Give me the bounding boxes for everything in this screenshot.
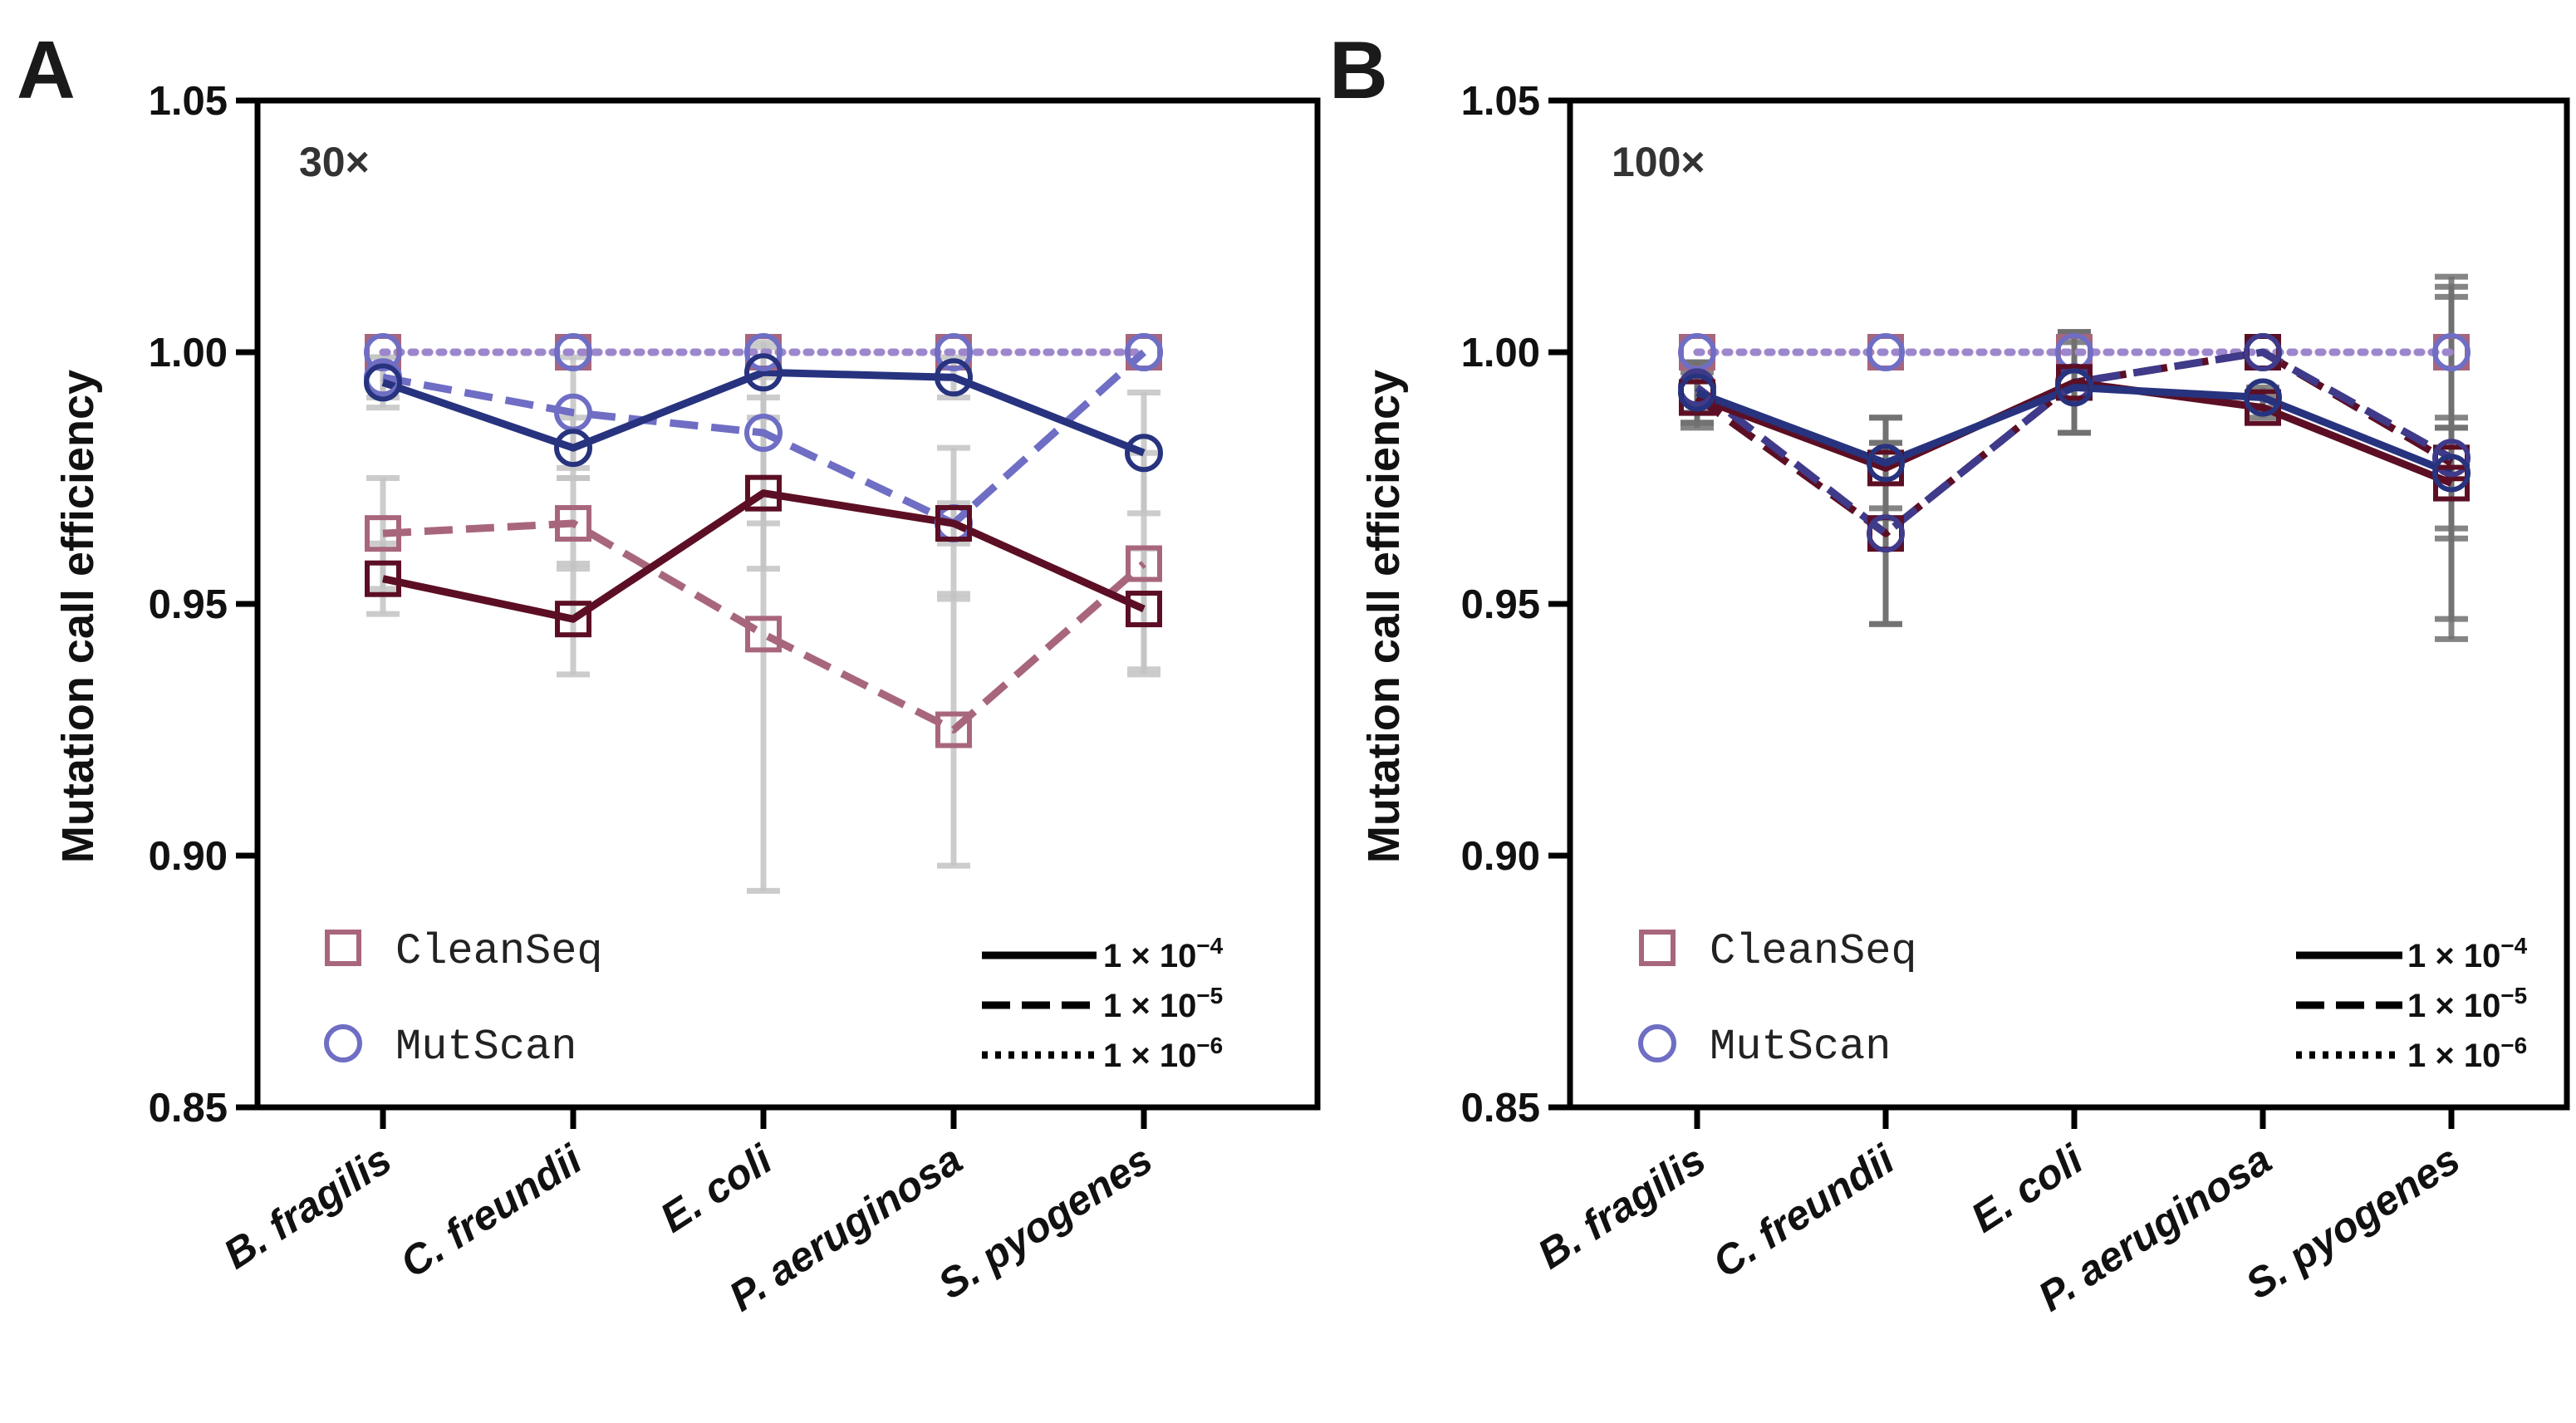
data-point-cleanseq: [365, 515, 401, 552]
data-point-mutscan: [1125, 434, 1163, 473]
data-point-mutscan: [1867, 514, 1905, 553]
panel-a-y-ticks: 0.85 0.90 0.95 1.00 1.05: [149, 79, 258, 1131]
data-point-mutscan: [364, 333, 402, 371]
data-point-cleanseq: [935, 505, 972, 542]
category-label: C. freundii: [392, 1136, 591, 1287]
data-point-cleanseq: [1126, 545, 1162, 582]
data-point-mutscan: [1867, 444, 1905, 483]
series-line-cleanseq-1e-4: [1695, 378, 2453, 487]
legend-rate-1e-5: 1 × 10−5: [1103, 983, 1223, 1024]
panel-b-plot-area: [1678, 273, 2471, 642]
data-point-mutscan: [554, 333, 592, 371]
series-line-mutscan-1e-4: [1695, 383, 2453, 477]
panel-a-y-axis-label: Mutation call efficiency: [53, 370, 103, 863]
legend-cleanseq-label: CleanSeq: [395, 927, 603, 976]
legend-mutscan-marker: [1638, 1024, 1676, 1062]
data-point-cleanseq: [745, 616, 782, 653]
data-point-mutscan: [2244, 378, 2282, 417]
legend-rate-1e-5: 1 × 10−5: [2407, 983, 2527, 1024]
data-point-mutscan: [1125, 333, 1163, 371]
y-tick-label: 1.00: [1461, 331, 1540, 375]
series-line-mutscan-1e-4: [381, 368, 1146, 457]
error-bar: [366, 475, 400, 592]
panel-b-letter: B: [1329, 24, 1388, 115]
data-point-mutscan: [744, 353, 783, 392]
category-label: C. freundii: [1705, 1136, 1903, 1287]
y-tick-label: 1.05: [1461, 79, 1540, 124]
legend-mutscan-label: MutScan: [395, 1023, 577, 1072]
data-point-cleanseq: [1126, 591, 1162, 628]
legend-cleanseq-marker: [1639, 930, 1676, 966]
category-label: E. coli: [652, 1136, 781, 1242]
y-tick-label: 0.85: [1461, 1086, 1540, 1131]
legend-mutscan-marker: [324, 1024, 362, 1062]
legend-rate-1e-4: 1 × 10−4: [2407, 933, 2528, 974]
legend-mutscan-label: MutScan: [1710, 1023, 1891, 1072]
data-point-mutscan: [554, 429, 592, 468]
y-tick-label: 0.95: [149, 582, 228, 627]
y-tick-label: 0.85: [149, 1086, 228, 1131]
panel-b-y-ticks: 0.85 0.90 0.95 1.00 1.05: [1461, 79, 1570, 1131]
data-point-mutscan: [2244, 333, 2282, 371]
panel-a: A Mutation call efficiency 0.85 0.90 0.95 1…: [17, 24, 1321, 1320]
panel-b-coverage-label: 100×: [1612, 139, 1705, 185]
series-line-cleanseq-1e-4: [382, 489, 1146, 623]
category-label: B. fragilis: [1529, 1136, 1714, 1278]
data-point-cleanseq: [745, 474, 782, 512]
legend-rate-1e-6: 1 × 10−6: [1103, 1033, 1223, 1074]
panel-b-y-axis-label: Mutation call efficiency: [1359, 370, 1409, 863]
panel-b: B Mutation call efficiency 0.85 0.90 0.95 1…: [1329, 24, 2570, 1320]
data-point-mutscan: [744, 413, 783, 452]
data-point-mutscan: [744, 333, 783, 371]
category-label: S. pyogenes: [930, 1136, 1160, 1308]
category-label: B. fragilis: [215, 1136, 400, 1278]
data-point-cleanseq: [555, 601, 591, 638]
y-tick-label: 0.90: [149, 834, 228, 879]
panel-b-legend: CleanSeq MutScan 1 × 10−4 1 × 10−5 1 × 1…: [1638, 927, 2528, 1074]
data-point-cleanseq: [555, 505, 591, 542]
legend-rate-1e-4: 1 × 10−4: [1103, 933, 1224, 974]
legend-rate-1e-6: 1 × 10−6: [2407, 1033, 2527, 1074]
data-point-cleanseq: [365, 560, 401, 597]
legend-cleanseq-marker: [325, 930, 361, 966]
data-point-mutscan: [364, 363, 402, 402]
panel-b-frame: [1567, 97, 2570, 1111]
data-point-mutscan: [935, 333, 973, 371]
data-point-cleanseq: [935, 711, 972, 748]
y-tick-label: 1.05: [149, 79, 228, 124]
category-label: S. pyogenes: [2237, 1136, 2468, 1308]
data-point-mutscan: [1867, 333, 1905, 371]
legend-cleanseq-label: CleanSeq: [1710, 927, 1917, 976]
panel-a-frame: [254, 97, 1321, 1111]
y-tick-label: 1.00: [149, 331, 228, 375]
category-label: E. coli: [1963, 1136, 2092, 1242]
y-tick-label: 0.90: [1461, 834, 1540, 879]
y-tick-label: 0.95: [1461, 582, 1540, 627]
data-point-mutscan: [2055, 368, 2093, 407]
panel-a-coverage-label: 30×: [299, 139, 370, 185]
data-point-mutscan: [935, 358, 973, 397]
data-point-mutscan: [2432, 439, 2471, 478]
data-point-mutscan: [1678, 373, 1716, 412]
panel-a-plot-area: [364, 333, 1163, 894]
series-line-mutscan-1e-5: [382, 349, 1147, 527]
panel-a-legend: CleanSeq MutScan 1 × 10−4 1 × 10−5 1 × 1…: [324, 927, 1224, 1074]
data-point-mutscan: [2432, 333, 2471, 371]
panel-a-letter: A: [17, 24, 76, 115]
data-point-mutscan: [2432, 454, 2471, 493]
series-line-cleanseq-1e-5: [382, 519, 1146, 734]
